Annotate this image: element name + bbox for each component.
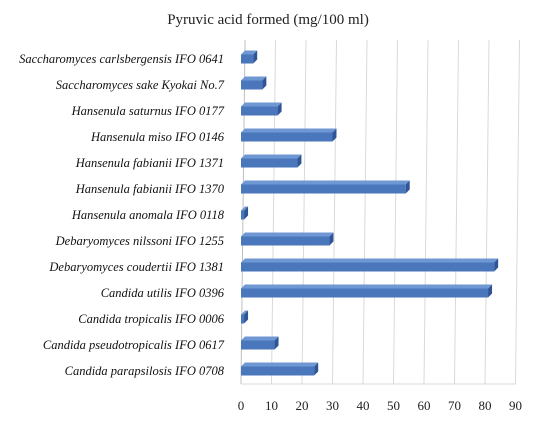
x-tick-label-7: 70 (448, 398, 461, 413)
bars (241, 50, 499, 376)
bar-end-2 (277, 102, 282, 116)
bar-top-11 (241, 336, 279, 341)
category-label-10: Candida tropicalis IFO 0006 (78, 312, 224, 326)
category-label-4: Hansenula fabianii IFO 1371 (75, 156, 224, 170)
bar-top-9 (241, 284, 493, 289)
category-label-12: Candida parapsilosis IFO 0708 (65, 364, 225, 378)
x-tick-label-2: 20 (296, 398, 309, 413)
bar-7 (241, 232, 334, 246)
axis (240, 39, 516, 385)
gridline-4 (362, 39, 368, 385)
bar-top-3 (241, 128, 337, 133)
category-label-6: Hansenula anomala IFO 0118 (71, 208, 225, 222)
bar-front-4 (241, 158, 298, 168)
category-label-3: Hansenula miso IFO 0146 (90, 130, 225, 144)
bar-end-9 (488, 284, 493, 298)
gridline-3 (332, 39, 337, 385)
bar-top-10 (241, 310, 249, 315)
bar-end-4 (297, 154, 302, 168)
category-label-0: Saccharomyces carlsbergensis IFO 0641 (19, 52, 224, 66)
bar-front-0 (241, 54, 254, 64)
bar-9 (241, 284, 493, 298)
bar-front-3 (241, 132, 333, 142)
gridlines (271, 39, 520, 385)
x-tick-label-9: 90 (509, 398, 522, 413)
bar-front-10 (241, 314, 245, 324)
bar-end-1 (262, 76, 267, 90)
bar-top-4 (241, 154, 302, 159)
category-label-7: Debaryomyces nilssoni IFO 1255 (55, 234, 224, 248)
bar-end-3 (332, 128, 337, 142)
bar-top-5 (241, 180, 410, 185)
bar-top-6 (241, 206, 249, 211)
gridline-5 (393, 39, 398, 385)
bar-top-1 (241, 76, 267, 81)
gridline-1 (271, 39, 276, 385)
chart-title: Pyruvic acid formed (mg/100 ml) (167, 12, 369, 28)
category-label-5: Hansenula fabianii IFO 1370 (75, 182, 225, 196)
bar-top-0 (241, 50, 258, 55)
x-tick-label-0: 0 (238, 398, 245, 413)
bar-front-7 (241, 236, 330, 246)
bar-top-12 (241, 362, 319, 367)
gridline-8 (484, 39, 490, 385)
bar-end-0 (253, 50, 258, 64)
bar-end-11 (274, 336, 279, 350)
bar-front-8 (241, 262, 495, 272)
bar-front-1 (241, 80, 263, 90)
bar-end-10 (244, 310, 249, 324)
gridline-2 (301, 39, 307, 385)
bar-front-6 (241, 210, 245, 220)
bar-end-7 (329, 232, 334, 246)
bar-end-8 (494, 258, 499, 272)
bar-front-5 (241, 184, 406, 194)
x-tick-labels: 0 10 20 30 40 50 60 70 80 90 (238, 398, 522, 413)
x-tick-label-5: 50 (387, 398, 400, 413)
gridline-9 (515, 39, 520, 385)
bar-12 (241, 362, 319, 376)
bar-front-2 (241, 106, 278, 116)
bar-8 (241, 258, 499, 272)
x-tick-label-4: 40 (357, 398, 370, 413)
bar-front-11 (241, 340, 275, 350)
category-label-9: Candida utilis IFO 0396 (101, 286, 225, 300)
bar-top-7 (241, 232, 334, 237)
x-tick-label-1: 10 (265, 398, 278, 413)
gridline-7 (454, 39, 459, 385)
category-labels: Saccharomyces carlsbergensis IFO 0641 Sac… (19, 52, 225, 378)
bar-4 (241, 154, 302, 168)
category-label-11: Candida pseudotropicalis IFO 0617 (43, 338, 225, 352)
bar-end-6 (244, 206, 249, 220)
bar-top-2 (241, 102, 282, 107)
bar-front-9 (241, 288, 489, 298)
bar-front-12 (241, 366, 315, 376)
bar-3 (241, 128, 337, 142)
x-tick-label-8: 80 (479, 398, 492, 413)
bar-10 (241, 310, 249, 324)
bar-end-5 (405, 180, 410, 194)
bar-5 (241, 180, 410, 194)
category-label-8: Debaryomyces coudertii IFO 1381 (48, 260, 224, 274)
x-tick-label-6: 60 (418, 398, 431, 413)
gridline-6 (423, 39, 429, 385)
bar-0 (241, 50, 258, 64)
bar-end-12 (314, 362, 319, 376)
bar-2 (241, 102, 282, 116)
category-label-1: Saccharomyces sake Kyokai No.7 (56, 78, 225, 92)
category-label-2: Hansenula saturnus IFO 0177 (71, 104, 225, 118)
bar-11 (241, 336, 279, 350)
bar-6 (241, 206, 249, 220)
bar-top-8 (241, 258, 499, 263)
x-tick-label-3: 30 (326, 398, 339, 413)
bar-1 (241, 76, 267, 90)
